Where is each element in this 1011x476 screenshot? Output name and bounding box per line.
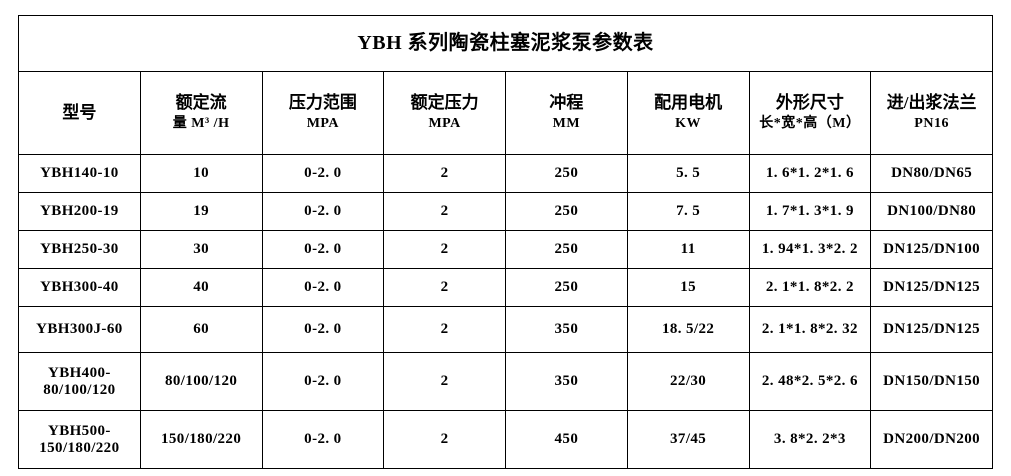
spec-table-container: YBH 系列陶瓷柱塞泥浆泵参数表 型号 额定流 量 M³ /H 压力范围 MPA <box>18 15 993 469</box>
cell-stroke: 250 <box>505 230 628 269</box>
table-body: YBH140-10 10 0-2. 0 2 250 5. 5 1. 6*1. 2… <box>18 154 993 469</box>
column-header-pressure-range: 压力范围 MPA <box>261 71 385 155</box>
column-header-rated-pressure-line1: 额定压力 <box>410 93 479 113</box>
cell-flange: DN125/DN125 <box>870 268 993 307</box>
cell-dimensions: 2. 1*1. 8*2. 32 <box>748 306 872 353</box>
cell-model: YBH200-19 <box>18 192 141 231</box>
cell-dimensions: 2. 1*1. 8*2. 2 <box>748 268 872 307</box>
cell-rated-pressure: 2 <box>383 352 506 411</box>
cell-flange: DN150/DN150 <box>870 352 993 411</box>
cell-flow: 40 <box>139 268 263 307</box>
column-header-stroke: 冲程 MM <box>505 71 628 155</box>
table-row: YBH400-80/100/120 80/100/120 0-2. 0 2 35… <box>18 352 993 411</box>
cell-flow: 10 <box>139 154 263 193</box>
column-header-flow-line2: 量 M³ /H <box>172 116 230 132</box>
table-row: YBH250-30 30 0-2. 0 2 250 11 1. 94*1. 3*… <box>18 230 993 269</box>
column-header-motor: 配用电机 KW <box>626 71 750 155</box>
cell-motor: 11 <box>626 230 750 269</box>
cell-flange: DN100/DN80 <box>870 192 993 231</box>
cell-motor: 15 <box>626 268 750 307</box>
cell-stroke: 350 <box>505 306 628 353</box>
cell-flange: DN80/DN65 <box>870 154 993 193</box>
title-row: YBH 系列陶瓷柱塞泥浆泵参数表 <box>18 15 993 72</box>
cell-pressure-range: 0-2. 0 <box>261 268 385 307</box>
column-header-flow-line1: 额定流 <box>175 93 227 113</box>
cell-motor: 18. 5/22 <box>626 306 750 353</box>
table-title: YBH 系列陶瓷柱塞泥浆泵参数表 <box>18 15 993 72</box>
cell-model: YBH140-10 <box>18 154 141 193</box>
cell-pressure-range: 0-2. 0 <box>261 410 385 469</box>
cell-pressure-range: 0-2. 0 <box>261 306 385 353</box>
cell-model: YBH300J-60 <box>18 306 141 353</box>
header-row: 型号 额定流 量 M³ /H 压力范围 MPA 额定压力 MPA <box>18 71 993 155</box>
cell-flange: DN200/DN200 <box>870 410 993 469</box>
column-header-rated-pressure: 额定压力 MPA <box>383 71 506 155</box>
cell-flange: DN125/DN125 <box>870 306 993 353</box>
cell-pressure-range: 0-2. 0 <box>261 154 385 193</box>
column-header-model-line1: 型号 <box>62 102 97 122</box>
cell-stroke: 450 <box>505 410 628 469</box>
table-row: YBH140-10 10 0-2. 0 2 250 5. 5 1. 6*1. 2… <box>18 154 993 193</box>
cell-stroke: 350 <box>505 352 628 411</box>
cell-dimensions: 3. 8*2. 2*3 <box>748 410 872 469</box>
cell-flow: 60 <box>139 306 263 353</box>
cell-motor: 22/30 <box>626 352 750 411</box>
column-header-model: 型号 <box>18 71 141 155</box>
cell-rated-pressure: 2 <box>383 192 506 231</box>
cell-model: YBH500-150/180/220 <box>18 410 141 469</box>
cell-stroke: 250 <box>505 192 628 231</box>
cell-stroke: 250 <box>505 268 628 307</box>
cell-flow: 30 <box>139 230 263 269</box>
cell-dimensions: 1. 7*1. 3*1. 9 <box>748 192 872 231</box>
column-header-stroke-line1: 冲程 <box>549 93 584 113</box>
cell-model: YBH400-80/100/120 <box>18 352 141 411</box>
table-row: YBH200-19 19 0-2. 0 2 250 7. 5 1. 7*1. 3… <box>18 192 993 231</box>
column-header-motor-line1: 配用电机 <box>654 93 723 113</box>
cell-motor: 7. 5 <box>626 192 750 231</box>
column-header-dimensions-line1: 外形尺寸 <box>775 93 844 113</box>
cell-flow: 19 <box>139 192 263 231</box>
cell-model: YBH250-30 <box>18 230 141 269</box>
pump-parameter-table: YBH 系列陶瓷柱塞泥浆泵参数表 型号 额定流 量 M³ /H 压力范围 MPA <box>18 15 993 469</box>
column-header-pressure-range-line1: 压力范围 <box>288 93 357 113</box>
cell-rated-pressure: 2 <box>383 230 506 269</box>
column-header-flange-line1: 进/出浆法兰 <box>886 93 977 113</box>
cell-rated-pressure: 2 <box>383 268 506 307</box>
column-header-dimensions-line2: 长*宽*高（M） <box>759 116 861 132</box>
cell-rated-pressure: 2 <box>383 306 506 353</box>
column-header-flange: 进/出浆法兰 PN16 <box>870 71 993 155</box>
table-row: YBH500-150/180/220 150/180/220 0-2. 0 2 … <box>18 410 993 469</box>
cell-flow: 150/180/220 <box>139 410 263 469</box>
cell-model: YBH300-40 <box>18 268 141 307</box>
cell-dimensions: 2. 48*2. 5*2. 6 <box>748 352 872 411</box>
cell-pressure-range: 0-2. 0 <box>261 352 385 411</box>
column-header-stroke-line2: MM <box>552 116 581 132</box>
column-header-flow: 额定流 量 M³ /H <box>139 71 263 155</box>
cell-motor: 37/45 <box>626 410 750 469</box>
cell-rated-pressure: 2 <box>383 154 506 193</box>
cell-dimensions: 1. 6*1. 2*1. 6 <box>748 154 872 193</box>
column-header-pressure-range-line2: MPA <box>306 116 340 132</box>
cell-flow: 80/100/120 <box>139 352 263 411</box>
table-row: YBH300J-60 60 0-2. 0 2 350 18. 5/22 2. 1… <box>18 306 993 353</box>
cell-stroke: 250 <box>505 154 628 193</box>
cell-rated-pressure: 2 <box>383 410 506 469</box>
cell-motor: 5. 5 <box>626 154 750 193</box>
column-header-flange-line2: PN16 <box>914 116 949 132</box>
table-head: YBH 系列陶瓷柱塞泥浆泵参数表 型号 额定流 量 M³ /H 压力范围 MPA <box>18 15 993 155</box>
column-header-motor-line2: KW <box>675 116 702 132</box>
cell-flange: DN125/DN100 <box>870 230 993 269</box>
cell-pressure-range: 0-2. 0 <box>261 230 385 269</box>
cell-pressure-range: 0-2. 0 <box>261 192 385 231</box>
table-row: YBH300-40 40 0-2. 0 2 250 15 2. 1*1. 8*2… <box>18 268 993 307</box>
cell-dimensions: 1. 94*1. 3*2. 2 <box>748 230 872 269</box>
column-header-rated-pressure-line2: MPA <box>428 116 461 132</box>
column-header-dimensions: 外形尺寸 长*宽*高（M） <box>748 71 872 155</box>
